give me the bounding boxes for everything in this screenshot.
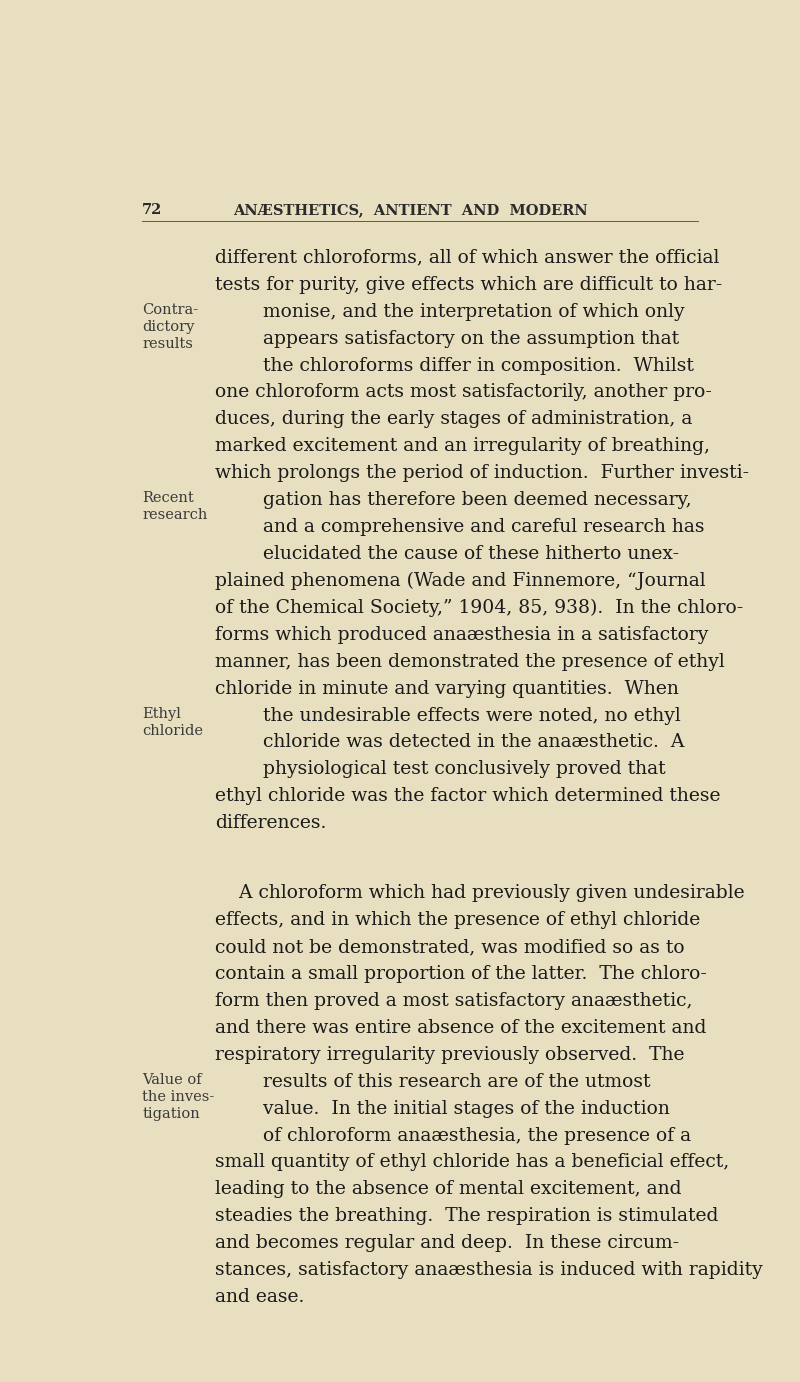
Text: forms which produced anaæsthesia in a satisfactory: forms which produced anaæsthesia in a sa… <box>214 626 708 644</box>
Text: and a comprehensive and careful research has: and a comprehensive and careful research… <box>214 518 704 536</box>
Text: 72: 72 <box>142 203 162 217</box>
Text: A chloroform which had previously given undesirable: A chloroform which had previously given … <box>214 884 744 902</box>
Text: ANÆSTHETICS,  ANTIENT  AND  MODERN: ANÆSTHETICS, ANTIENT AND MODERN <box>233 203 587 217</box>
Text: manner, has been demonstrated the presence of ethyl: manner, has been demonstrated the presen… <box>214 652 725 670</box>
Text: monise, and the interpretation of which only: monise, and the interpretation of which … <box>214 303 684 321</box>
Text: differences.: differences. <box>214 814 326 832</box>
Text: marked excitement and an irregularity of breathing,: marked excitement and an irregularity of… <box>214 437 710 455</box>
Text: ethyl chloride was the factor which determined these: ethyl chloride was the factor which dete… <box>214 788 720 806</box>
Text: leading to the absence of mental excitement, and: leading to the absence of mental excitem… <box>214 1180 682 1198</box>
Text: chloride in minute and varying quantities.  When: chloride in minute and varying quantitie… <box>214 680 678 698</box>
Text: chloride was detected in the anaæsthetic.  A: chloride was detected in the anaæsthetic… <box>214 734 684 752</box>
Text: of the Chemical Society,” 1904, 85, 938).  In the chloro-: of the Chemical Society,” 1904, 85, 938)… <box>214 598 743 618</box>
Text: duces, during the early stages of administration, a: duces, during the early stages of admini… <box>214 410 692 428</box>
Text: steadies the breathing.  The respiration is stimulated: steadies the breathing. The respiration … <box>214 1208 718 1226</box>
Text: respiratory irregularity previously observed.  The: respiratory irregularity previously obse… <box>214 1046 684 1064</box>
Text: one chloroform acts most satisfactorily, another pro-: one chloroform acts most satisfactorily,… <box>214 383 711 401</box>
Text: Ethyl
chloride: Ethyl chloride <box>142 706 203 738</box>
Text: physiological test conclusively proved that: physiological test conclusively proved t… <box>214 760 666 778</box>
Text: appears satisfactory on the assumption that: appears satisfactory on the assumption t… <box>214 330 679 348</box>
Text: Contra-
dictory
results: Contra- dictory results <box>142 303 198 351</box>
Text: different chloroforms, all of which answer the official: different chloroforms, all of which answ… <box>214 249 719 267</box>
Text: form then proved a most satisfactory anaæsthetic,: form then proved a most satisfactory ana… <box>214 992 692 1010</box>
Text: stances, satisfactory anaæsthesia is induced with rapidity: stances, satisfactory anaæsthesia is ind… <box>214 1262 762 1280</box>
Text: and there was entire absence of the excitement and: and there was entire absence of the exci… <box>214 1019 706 1036</box>
Text: value.  In the initial stages of the induction: value. In the initial stages of the indu… <box>214 1100 670 1118</box>
Text: contain a small proportion of the latter.  The chloro-: contain a small proportion of the latter… <box>214 965 706 983</box>
Text: effects, and in which the presence of ethyl chloride: effects, and in which the presence of et… <box>214 911 700 929</box>
Text: which prolongs the period of induction.  Further investi-: which prolongs the period of induction. … <box>214 464 749 482</box>
Text: could not be demonstrated, was modified so as to: could not be demonstrated, was modified … <box>214 938 684 956</box>
Text: and ease.: and ease. <box>214 1288 304 1306</box>
Text: tests for purity, give effects which are difficult to har-: tests for purity, give effects which are… <box>214 276 722 294</box>
Text: the undesirable effects were noted, no ethyl: the undesirable effects were noted, no e… <box>214 706 681 724</box>
Text: Recent
research: Recent research <box>142 491 207 522</box>
Text: the chloroforms differ in composition.  Whilst: the chloroforms differ in composition. W… <box>214 357 694 375</box>
Text: of chloroform anaæsthesia, the presence of a: of chloroform anaæsthesia, the presence … <box>214 1126 691 1144</box>
Text: elucidated the cause of these hitherto unex-: elucidated the cause of these hitherto u… <box>214 545 679 562</box>
Text: and becomes regular and deep.  In these circum-: and becomes regular and deep. In these c… <box>214 1234 679 1252</box>
Text: Value of
the inves-
tigation: Value of the inves- tigation <box>142 1072 214 1121</box>
Text: small quantity of ethyl chloride has a beneficial effect,: small quantity of ethyl chloride has a b… <box>214 1154 729 1172</box>
Text: gation has therefore been deemed necessary,: gation has therefore been deemed necessa… <box>214 491 691 509</box>
Text: results of this research are of the utmost: results of this research are of the utmo… <box>214 1072 650 1090</box>
Text: plained phenomena (Wade and Finnemore, “Journal: plained phenomena (Wade and Finnemore, “… <box>214 572 706 590</box>
